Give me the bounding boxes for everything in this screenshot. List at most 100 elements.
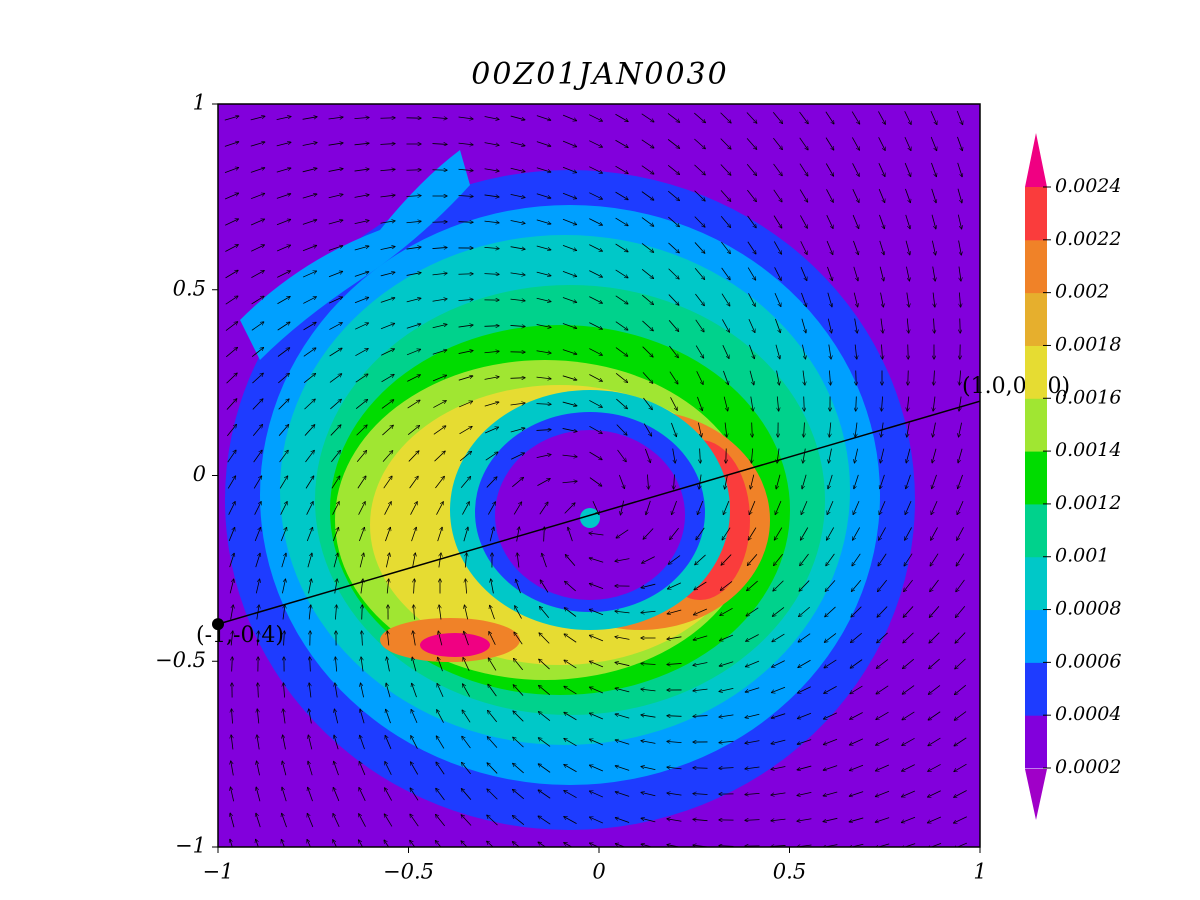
wind-vector bbox=[510, 167, 526, 171]
wind-vector bbox=[406, 196, 422, 197]
wind-vector bbox=[250, 168, 265, 173]
wind-vector bbox=[386, 683, 391, 698]
wind-vector bbox=[231, 761, 234, 776]
wind-vector bbox=[458, 117, 474, 119]
wind-vector bbox=[876, 659, 889, 668]
wind-vector bbox=[904, 111, 912, 124]
wind-vector bbox=[693, 819, 708, 820]
wind-vector bbox=[849, 843, 864, 847]
wind-vector bbox=[825, 580, 836, 591]
wind-vector bbox=[724, 474, 728, 490]
wind-vector bbox=[384, 840, 390, 847]
wind-vector bbox=[804, 422, 805, 437]
chart-title: 00Z01JAN0030 bbox=[471, 57, 728, 92]
wind-vector bbox=[643, 397, 652, 410]
wind-vector bbox=[438, 553, 441, 568]
wind-vector bbox=[589, 270, 602, 278]
wind-vector bbox=[335, 683, 338, 698]
wind-vector bbox=[953, 842, 968, 847]
wind-vector bbox=[281, 813, 287, 828]
wind-vector bbox=[801, 318, 806, 333]
wind-vector bbox=[484, 326, 499, 327]
wind-vector bbox=[562, 297, 577, 302]
wind-vector bbox=[880, 448, 885, 464]
wind-vector bbox=[802, 474, 807, 489]
colorbar-label: 0.0002 bbox=[1055, 756, 1121, 778]
wind-vector bbox=[615, 373, 628, 382]
wind-vector bbox=[719, 687, 734, 691]
wind-vector bbox=[721, 293, 730, 307]
wind-vector bbox=[668, 294, 679, 306]
wind-vector bbox=[771, 713, 786, 719]
wind-vector bbox=[744, 820, 760, 821]
wind-vector bbox=[436, 736, 445, 749]
colorbar-box bbox=[1025, 187, 1047, 241]
wind-vector bbox=[903, 579, 913, 592]
wind-vector bbox=[829, 370, 830, 386]
wind-vector bbox=[304, 424, 315, 436]
wind-vector bbox=[538, 711, 551, 721]
wind-vector bbox=[777, 396, 778, 412]
wind-vector bbox=[720, 190, 731, 201]
contour-field bbox=[218, 104, 980, 847]
wind-vector bbox=[725, 422, 727, 438]
wind-vector bbox=[641, 663, 656, 664]
wind-vector bbox=[667, 663, 682, 664]
wind-vector bbox=[354, 143, 370, 145]
wind-vector bbox=[333, 761, 339, 776]
wind-vector bbox=[877, 606, 888, 618]
wind-vector bbox=[775, 344, 780, 359]
wind-vector bbox=[302, 117, 318, 120]
wind-vector bbox=[510, 403, 526, 405]
wind-vector bbox=[747, 189, 756, 202]
wind-vector bbox=[694, 268, 705, 279]
wind-vector bbox=[880, 474, 885, 489]
wind-vector bbox=[252, 424, 263, 437]
wind-vector bbox=[279, 450, 289, 463]
wind-vector bbox=[850, 632, 863, 643]
wind-vector bbox=[329, 348, 343, 357]
wind-vector bbox=[720, 138, 732, 150]
wind-vector bbox=[694, 164, 705, 175]
wind-vector bbox=[536, 141, 551, 147]
wind-vector bbox=[303, 373, 316, 384]
wind-vector bbox=[745, 740, 760, 744]
wind-vector bbox=[227, 424, 236, 437]
wind-vector bbox=[694, 138, 705, 149]
colorbar-box bbox=[1025, 239, 1047, 294]
wind-vector bbox=[905, 240, 910, 256]
wind-vector bbox=[693, 794, 708, 795]
wind-vector bbox=[538, 816, 551, 825]
wind-vector bbox=[668, 242, 679, 253]
wind-vector bbox=[226, 398, 237, 410]
wind-vector bbox=[696, 371, 704, 385]
wind-vector bbox=[771, 766, 786, 770]
wind-vector bbox=[484, 351, 500, 353]
wind-vector bbox=[797, 686, 811, 693]
wind-vector bbox=[934, 370, 935, 385]
wind-vector bbox=[799, 137, 809, 150]
wind-vector bbox=[435, 814, 446, 827]
wind-vector bbox=[773, 215, 782, 229]
wind-vector bbox=[589, 244, 602, 252]
wind-vector bbox=[721, 554, 732, 566]
wind-vector bbox=[485, 452, 498, 461]
wind-vector bbox=[720, 112, 732, 123]
wind-vector bbox=[354, 272, 369, 277]
colorbar-box bbox=[1025, 715, 1047, 769]
wind-vector bbox=[564, 634, 577, 643]
wind-vector bbox=[277, 348, 290, 357]
wind-vector bbox=[589, 374, 602, 382]
wind-vector bbox=[773, 189, 782, 202]
wind-vector bbox=[928, 711, 941, 721]
wind-vector bbox=[908, 344, 909, 359]
wind-vector bbox=[328, 271, 343, 278]
wind-vector bbox=[302, 220, 317, 225]
wind-vector bbox=[283, 683, 284, 698]
wind-vector bbox=[851, 527, 861, 540]
wind-vector bbox=[694, 581, 707, 590]
wind-vector bbox=[536, 350, 552, 353]
wind-vector bbox=[615, 766, 630, 771]
wind-vector bbox=[359, 553, 364, 568]
wind-vector bbox=[906, 266, 909, 282]
